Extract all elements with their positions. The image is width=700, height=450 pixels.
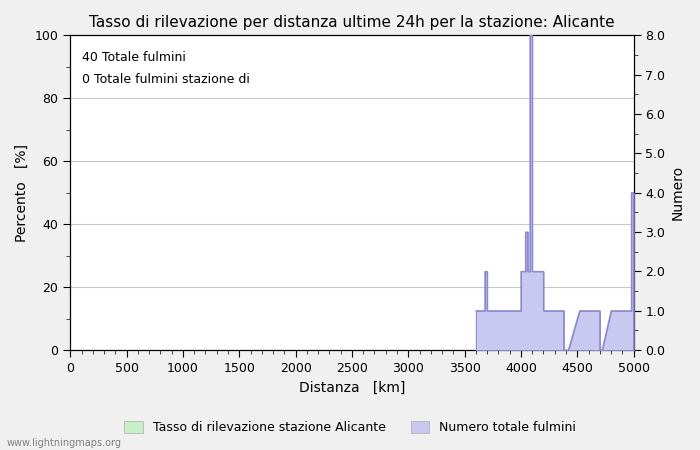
Title: Tasso di rilevazione per distanza ultime 24h per la stazione: Alicante: Tasso di rilevazione per distanza ultime… [89,15,615,30]
X-axis label: Distanza   [km]: Distanza [km] [299,381,405,395]
Text: 0 Totale fulmini stazione di: 0 Totale fulmini stazione di [81,73,249,86]
Y-axis label: Numero: Numero [671,165,685,220]
Y-axis label: Percento   [%]: Percento [%] [15,144,29,242]
Legend: Tasso di rilevazione stazione Alicante, Numero totale fulmini: Tasso di rilevazione stazione Alicante, … [119,416,581,439]
Text: www.lightningmaps.org: www.lightningmaps.org [7,438,122,448]
Text: 40 Totale fulmini: 40 Totale fulmini [81,51,186,64]
